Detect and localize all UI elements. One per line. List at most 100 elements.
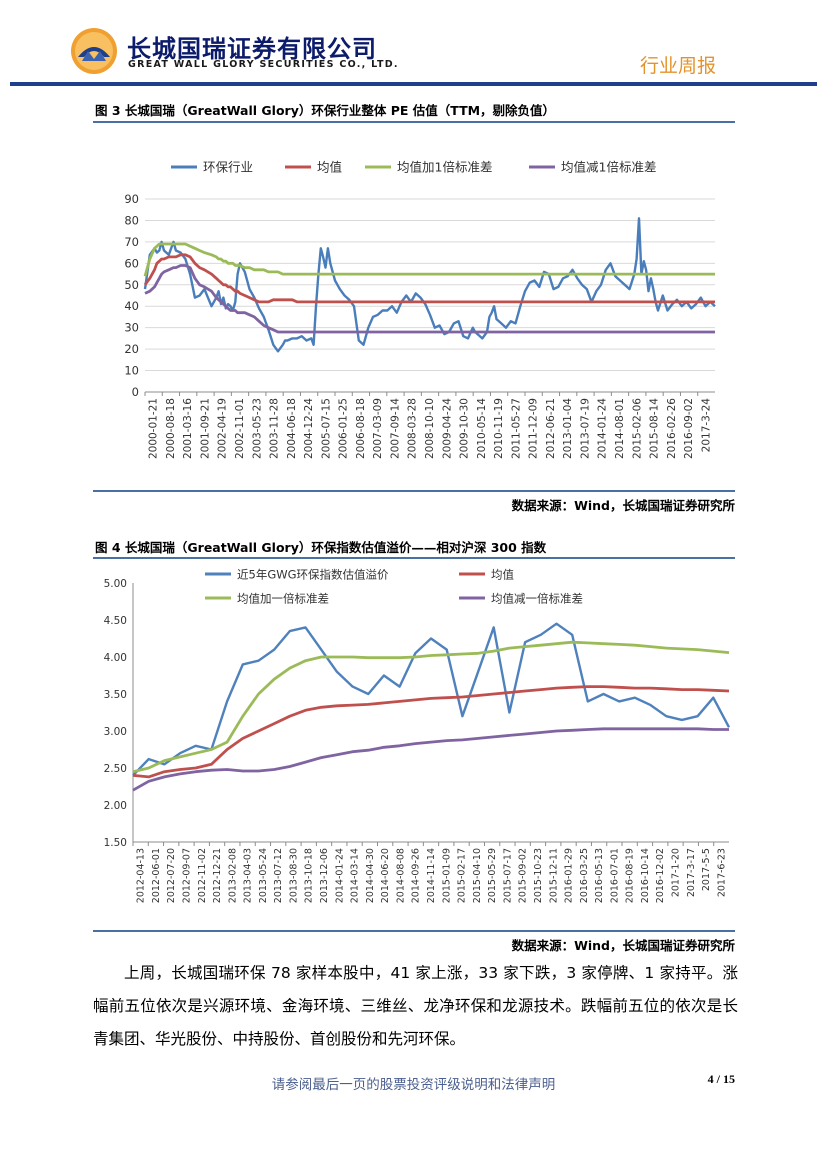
figure4-chart: 1.50 2.00 2.50 3.00 3.50 4.00 4.50 5.00 2012-04-… [104,568,731,903]
body-paragraph-block: 上周，长城国瑞环保 78 家样本股中，41 家上涨，33 家下跌，3 家停牌、1… [93,957,738,1056]
y-tick-label: 0 [132,385,139,399]
series-line-3 [143,242,715,277]
company-name-en: GREAT WALL GLORY SECURITIES CO., LTD. [128,59,399,70]
figure3-bottom-rule [93,490,735,492]
x-tick-label: 2015-02-06 [631,398,643,459]
x-tick-label: 2003-05-23 [251,398,263,459]
x-tick-label: 2013-04-03 [243,848,254,903]
x-tick-label: 2017-3-24 [700,398,712,453]
x-tick-label: 2017-5-5 [701,848,712,891]
legend-label: 均值 [317,160,342,175]
x-tick-label: 2013-07-19 [579,398,591,459]
x-tick-label: 2015-12-11 [548,848,559,903]
body-paragraph: 上周，长城国瑞环保 78 家样本股中，41 家上涨，33 家下跌，3 家停牌、1… [93,964,738,1048]
legend-label: 均值 [491,568,514,582]
y-tick-label: 4.00 [104,652,127,664]
x-tick-label: 2009-04-24 [441,398,453,459]
x-tick-label: 2016-09-02 [683,398,695,459]
x-tick-label: 2016-02-26 [666,398,678,459]
x-tick-label: 2014-01-24 [334,848,345,903]
y-tick-label: 90 [124,192,139,206]
x-tick-label: 2008-10-10 [424,398,436,459]
x-tick-label: 2016-10-14 [640,848,651,903]
x-tick-label: 2012-06-21 [545,398,557,459]
x-tick-label: 2001-03-16 [182,398,194,459]
x-tick-label: 2002-04-19 [217,398,229,459]
x-tick-label: 2012-09-07 [181,848,192,903]
series-line-1 [132,622,731,777]
x-tick-label: 2004-06-18 [286,398,298,459]
x-tick-label: 2016-05-13 [594,848,605,903]
x-tick-label: 2000-08-18 [165,398,177,459]
legend-label: 均值加一倍标准差 [237,592,329,606]
x-tick-label: 2015-09-02 [518,848,529,903]
x-tick-label: 2012-11-02 [197,848,208,903]
x-tick-label: 2013-05-24 [258,848,269,903]
y-tick-label: 50 [124,278,139,292]
x-tick-label: 2013-07-12 [273,848,284,903]
y-tick-label: 3.50 [104,689,127,701]
figure3-chart: 0 10 20 30 40 50 60 70 80 90 2000-01-21 2000-08-18 2… [124,160,716,459]
x-tick-label: 2009-10-30 [459,398,471,459]
x-tick-label: 2011-05-27 [510,398,522,459]
x-tick-label: 2016-08-19 [625,848,636,903]
figure4-source: 数据来源：Wind，长城国瑞证券研究所 [511,938,735,953]
y-tick-label: 80 [124,213,139,227]
x-tick-label: 2014-03-14 [350,848,361,903]
y-tick-label: 40 [124,299,139,313]
x-tick-label: 2001-09-21 [199,398,211,459]
x-tick-label: 2014-09-26 [411,848,422,903]
y-tick-label: 70 [124,235,139,249]
legend-label: 均值加1倍标准差 [397,160,492,175]
y-tick-label: 1.50 [104,837,127,849]
x-tick-label: 2013-01-04 [562,398,574,459]
x-tick-label: 2011-12-09 [528,398,540,459]
report-type: 行业周报 [640,55,717,77]
page-number: 4 / 15 [707,1072,735,1086]
legend-label: 均值减1倍标准差 [561,160,656,175]
x-tick-label: 2015-07-17 [502,848,513,903]
x-tick-label: 2014-01-24 [597,398,609,459]
figure4-bottom-rule [93,930,735,932]
legend-label: 近5年GWG环保指数估值溢价 [237,568,389,582]
x-tick-label: 2013-12-06 [319,848,330,903]
x-tick-label: 2016-01-29 [564,848,575,903]
x-tick-label: 2014-11-14 [426,848,437,903]
x-tick-label: 2016-07-01 [609,848,620,903]
header-rule [10,82,817,86]
legend-label: 环保行业 [203,160,253,175]
legend-label: 均值减一倍标准差 [491,592,583,606]
figure3-top-rule [93,121,735,123]
x-tick-label: 2014-08-08 [395,848,406,903]
x-tick-label: 2003-11-28 [269,398,281,459]
y-tick-label: 30 [124,321,139,335]
x-tick-label: 2006-01-25 [338,398,350,459]
figure3-source: 数据来源：Wind，长城国瑞证券研究所 [511,498,735,513]
x-tick-label: 2007-09-14 [389,398,401,459]
y-tick-label: 4.50 [104,615,127,627]
figure4-title: 图 4 长城国瑞（GreatWall Glory）环保指数估值溢价——相对沪深 … [95,540,547,555]
x-tick-label: 2017-3-17 [686,848,697,897]
x-tick-label: 2000-01-21 [148,398,160,459]
x-tick-label: 2015-10-23 [533,848,544,903]
x-tick-label: 2017-6-23 [716,848,727,897]
figure3-title: 图 3 长城国瑞（GreatWall Glory）环保行业整体 PE 估值（TT… [95,103,556,118]
x-tick-label: 2014-04-30 [365,848,376,903]
x-tick-label: 2012-06-01 [151,848,162,903]
x-tick-label: 2012-12-21 [212,848,223,903]
y-tick-label: 3.00 [104,726,127,738]
x-tick-label: 2013-02-08 [227,848,238,903]
y-tick-label: 2.00 [104,800,127,812]
x-tick-label: 2007-03-09 [372,398,384,459]
x-tick-label: 2016-12-02 [655,848,666,903]
company-logo [71,28,117,74]
x-tick-label: 2015-08-14 [649,398,661,459]
y-tick-label: 2.50 [104,763,127,775]
x-tick-label: 2008-03-28 [407,398,419,459]
series-line-3 [132,640,730,774]
series-line-1 [143,217,716,353]
x-tick-label: 2006-08-18 [355,398,367,459]
x-tick-label: 2005-07-15 [320,398,332,459]
x-tick-label: 2016-03-25 [579,848,590,903]
x-tick-label: 2014-06-20 [380,848,391,903]
